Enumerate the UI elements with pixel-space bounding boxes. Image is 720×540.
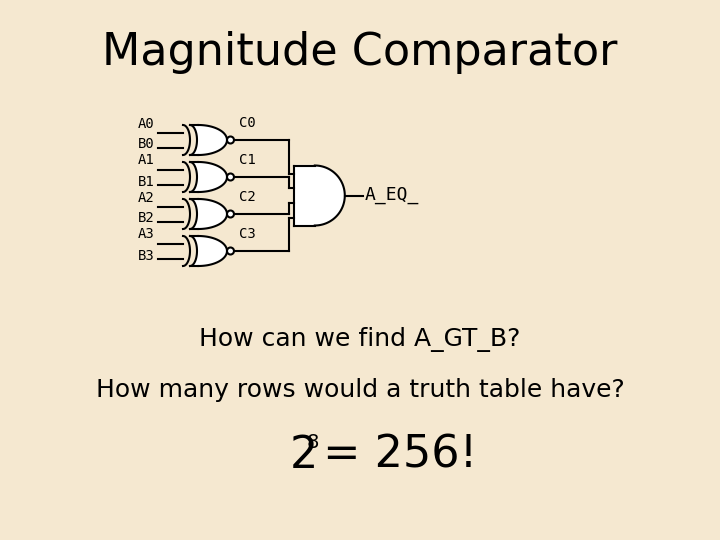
Text: How can we find A_GT_B?: How can we find A_GT_B? [199,327,521,353]
Text: = 256!: = 256! [309,434,477,476]
Text: 2: 2 [290,434,318,476]
Circle shape [227,137,234,144]
Polygon shape [294,165,345,226]
Text: B1: B1 [138,174,155,188]
Text: B0: B0 [138,138,155,152]
Polygon shape [190,162,227,192]
Text: A1: A1 [138,153,155,167]
Text: 8: 8 [307,433,320,451]
Text: B2: B2 [138,212,155,226]
Polygon shape [190,236,227,266]
Polygon shape [190,199,227,229]
Text: B3: B3 [138,248,155,262]
Circle shape [227,211,234,218]
Text: A0: A0 [138,117,155,131]
Polygon shape [190,125,227,155]
Circle shape [227,173,234,180]
Text: Magnitude Comparator: Magnitude Comparator [102,30,618,73]
Text: A3: A3 [138,227,155,241]
Text: C0: C0 [239,116,256,130]
Text: A2: A2 [138,191,155,205]
Circle shape [227,247,234,254]
Text: C2: C2 [239,190,256,204]
Text: C1: C1 [239,153,256,167]
Text: A_EQ_: A_EQ_ [365,186,419,205]
Text: C3: C3 [239,227,256,241]
Text: How many rows would a truth table have?: How many rows would a truth table have? [96,378,624,402]
